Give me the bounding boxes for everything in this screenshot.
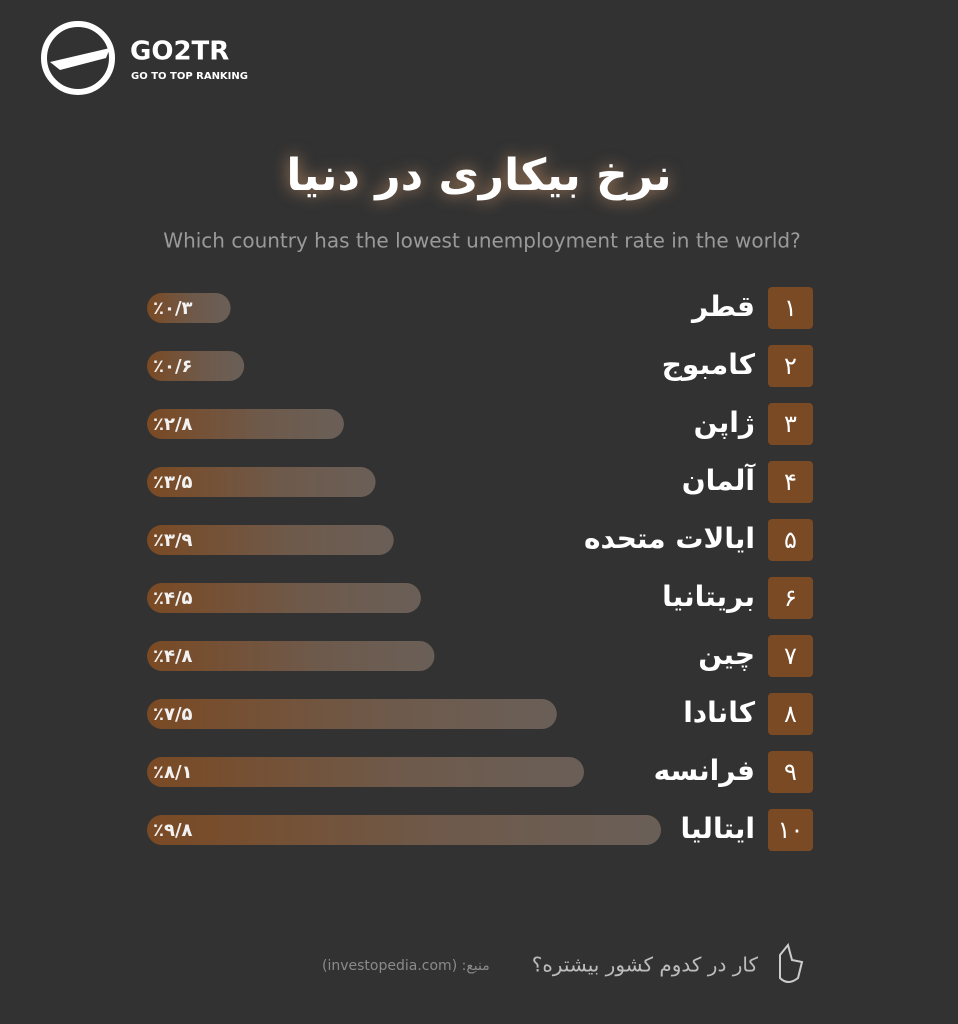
bar: [147, 525, 394, 555]
rank-label: ۴: [784, 468, 797, 496]
rank-label: ۲: [784, 352, 797, 380]
value-label: ٪۰/۶: [153, 356, 193, 377]
source: منبع: (investopedia.com): [322, 958, 490, 974]
chart-title: نرخ بیکاری در دنیا: [286, 150, 671, 201]
hand-icon: [779, 942, 804, 983]
rank-box: [768, 693, 813, 735]
rank-label: ۹: [784, 758, 797, 786]
category-label: آلمان: [682, 463, 757, 497]
value-label: ٪۷/۵: [153, 704, 193, 725]
rank-box: [768, 403, 813, 445]
value-label: ٪۰/۳: [153, 298, 193, 319]
chart-subtitle: Which country has the lowest unemploymen…: [163, 229, 800, 253]
logo: GO2TR GO TO TOP RANKING: [41, 21, 248, 95]
logo-tagline: GO TO TOP RANKING: [131, 71, 248, 82]
footer-question: کار در کدوم کشور بیشتره؟: [532, 953, 759, 977]
logo-icon: [41, 21, 115, 95]
rank-box: [768, 809, 813, 851]
value-label: ٪۸/۱: [153, 762, 193, 783]
category-label: قطر: [690, 290, 755, 323]
value-label: ٪۹/۸: [153, 820, 193, 841]
rank-label: ۳: [784, 410, 797, 438]
logo-name: GO2TR: [130, 37, 229, 67]
rank-box: [768, 287, 813, 329]
rank-label: ۱۰: [778, 816, 804, 844]
bar: [147, 351, 245, 381]
value-label: ٪۲/۸: [153, 414, 193, 435]
rank-box: [768, 345, 813, 387]
category-label: کامبوج: [662, 348, 756, 382]
rank-box: [768, 519, 813, 561]
bar: [147, 583, 421, 613]
category-label: چین: [698, 638, 755, 671]
rank-box: [768, 461, 813, 503]
bar: [147, 699, 557, 729]
rank-label: ۵: [784, 526, 797, 554]
value-label: ٪۳/۵: [153, 472, 193, 493]
rank-label: ۶: [784, 584, 797, 612]
value-label: ٪۴/۸: [153, 646, 193, 667]
rank-label: ۱: [784, 294, 797, 322]
category-label: ایتالیا: [680, 812, 755, 845]
category-label: بریتانیا: [662, 580, 755, 613]
bar: [147, 293, 231, 323]
category-label: کانادا: [683, 696, 756, 729]
rank-label: ۷: [784, 642, 797, 670]
bar: [147, 815, 661, 845]
value-label: ٪۴/۵: [153, 588, 193, 609]
rank-box: [768, 751, 813, 793]
rank-box: [768, 577, 813, 619]
rank-label: ۸: [784, 700, 797, 728]
logo-plane: [50, 48, 110, 70]
rank-box: [768, 635, 813, 677]
value-label: ٪۳/۹: [153, 530, 193, 551]
category-label: ایالات متحده: [584, 522, 755, 555]
bar: [147, 409, 344, 439]
category-label: فرانسه: [654, 754, 755, 787]
bar: [147, 467, 376, 497]
bar: [147, 757, 584, 787]
category-label: ژاپن: [694, 406, 755, 439]
bar: [147, 641, 435, 671]
